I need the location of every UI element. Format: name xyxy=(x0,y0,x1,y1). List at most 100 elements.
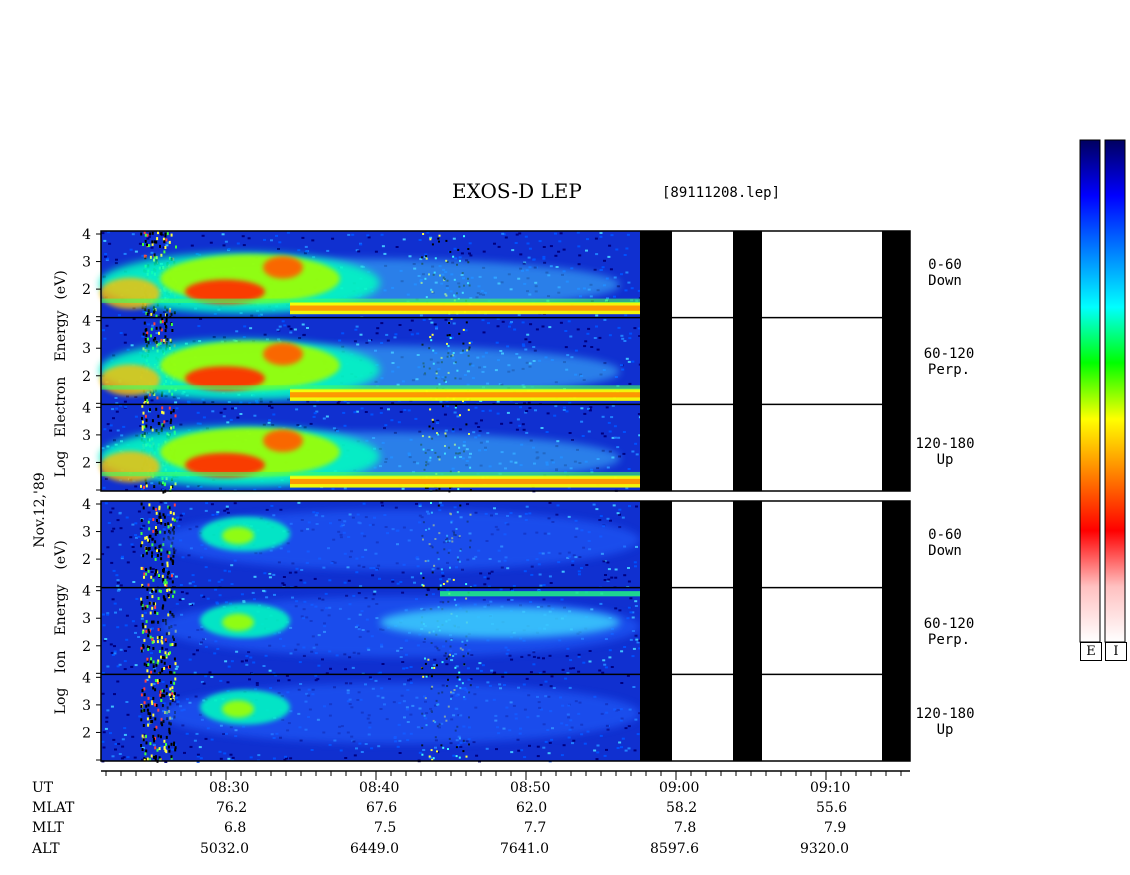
noise-pixel xyxy=(581,435,585,437)
noise-pixel xyxy=(158,641,162,644)
noise-pixel xyxy=(596,348,600,351)
noise-pixel xyxy=(151,428,154,432)
mlat-value: 67.6 xyxy=(366,800,398,816)
noise-pixel xyxy=(538,672,542,675)
noise-pixel xyxy=(458,428,462,431)
noise-pixel xyxy=(151,568,155,570)
noise-pixel xyxy=(587,430,591,433)
noise-pixel xyxy=(162,719,165,723)
noise-pixel xyxy=(167,513,170,516)
noise-pixel xyxy=(146,645,149,649)
noise-pixel xyxy=(274,674,278,677)
noise-pixel xyxy=(620,334,624,337)
noise-pixel xyxy=(338,339,342,342)
noise-pixel xyxy=(152,305,155,309)
noise-pixel xyxy=(143,687,146,691)
noise-pixel xyxy=(150,251,154,254)
noise-pixel xyxy=(542,246,546,248)
noise-pixel xyxy=(140,646,143,650)
noise-pixel xyxy=(147,647,150,651)
noise-pixel xyxy=(174,643,177,646)
noise-pixel xyxy=(173,657,176,661)
noise-pixel xyxy=(263,238,266,241)
noise-pixel xyxy=(444,432,447,435)
noise-pixel xyxy=(255,684,259,687)
noise-pixel xyxy=(169,697,172,700)
noise-pixel xyxy=(147,235,151,238)
noise-pixel xyxy=(173,694,175,698)
noise-pixel xyxy=(164,748,167,752)
noise-pixel xyxy=(106,546,110,549)
noise-pixel xyxy=(606,561,610,564)
noise-pixel xyxy=(431,571,434,574)
noise-pixel xyxy=(294,585,298,588)
noise-pixel xyxy=(152,683,156,685)
noise-pixel xyxy=(162,689,165,693)
noise-pixel xyxy=(405,667,409,669)
noise-pixel xyxy=(434,257,437,260)
noise-pixel xyxy=(162,528,166,531)
noise-pixel xyxy=(137,510,141,513)
noise-pixel xyxy=(560,754,564,757)
noise-pixel xyxy=(441,571,445,574)
noise-pixel xyxy=(158,589,161,593)
noise-pixel xyxy=(259,313,263,316)
noise-pixel xyxy=(208,579,212,582)
noise-pixel xyxy=(104,638,108,640)
noise-pixel xyxy=(152,744,156,747)
noise-pixel xyxy=(571,564,575,567)
noise-pixel xyxy=(355,325,359,328)
noise-pixel xyxy=(268,669,272,672)
noise-pixel xyxy=(618,513,621,516)
noise-pixel xyxy=(253,414,257,417)
noise-pixel xyxy=(595,253,599,256)
noise-pixel xyxy=(113,693,116,696)
noise-pixel xyxy=(164,568,168,571)
noise-pixel xyxy=(629,638,633,641)
noise-pixel xyxy=(615,248,619,251)
noise-pixel xyxy=(154,605,157,609)
noise-pixel xyxy=(230,583,234,586)
noise-pixel xyxy=(126,756,130,759)
noise-pixel xyxy=(146,233,149,237)
noise-pixel xyxy=(425,255,428,258)
noise-pixel xyxy=(559,232,563,235)
noise-pixel xyxy=(152,506,155,510)
noise-pixel xyxy=(277,679,280,682)
noise-pixel xyxy=(606,579,610,582)
pa-label-e-perp: 60-120 Perp. xyxy=(924,346,975,378)
noise-pixel xyxy=(143,575,145,579)
noise-pixel xyxy=(638,434,642,437)
noise-pixel xyxy=(123,252,127,255)
noise-pixel xyxy=(134,250,138,253)
noise-pixel xyxy=(253,488,257,491)
noise-pixel xyxy=(168,721,171,725)
noise-pixel xyxy=(569,667,572,670)
noise-pixel xyxy=(163,667,166,670)
noise-pixel xyxy=(483,576,487,579)
noise-pixel xyxy=(593,268,597,271)
noise-pixel xyxy=(142,411,145,415)
noise-pixel xyxy=(197,485,201,487)
noise-pixel xyxy=(161,562,164,566)
noise-pixel xyxy=(218,750,222,753)
noise-pixel xyxy=(158,549,161,553)
noise-pixel xyxy=(353,411,357,414)
noise-pixel xyxy=(543,261,547,264)
noise-pixel xyxy=(159,671,162,675)
noise-pixel xyxy=(156,396,159,400)
noise-pixel xyxy=(188,658,192,661)
noise-pixel xyxy=(636,641,640,644)
noise-pixel xyxy=(353,754,357,757)
noise-pixel xyxy=(192,653,196,656)
noise-pixel xyxy=(603,754,607,757)
noise-pixel xyxy=(478,430,482,432)
noise-pixel xyxy=(124,624,128,627)
mlt-value: 6.8 xyxy=(224,820,247,836)
noise-pixel xyxy=(521,343,525,346)
noise-pixel xyxy=(538,240,542,243)
noise-pixel xyxy=(493,507,496,510)
noise-pixel xyxy=(564,330,568,332)
noise-pixel xyxy=(141,424,145,427)
electron-hot xyxy=(263,342,303,366)
